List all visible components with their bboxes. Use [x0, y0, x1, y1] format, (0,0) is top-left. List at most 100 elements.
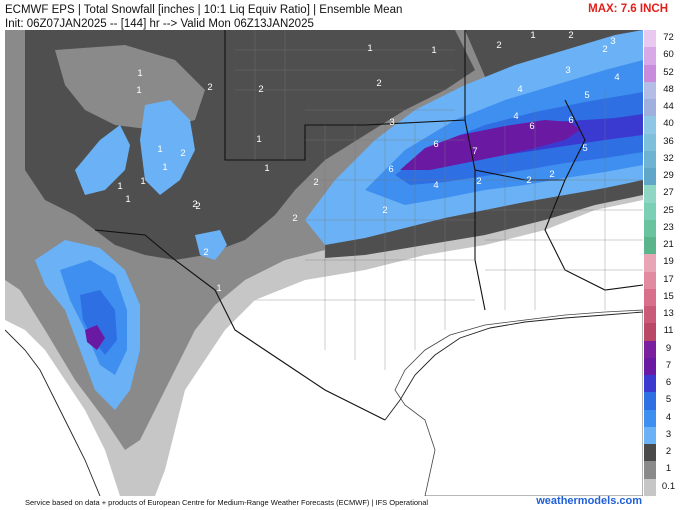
colorbar-swatch — [644, 116, 656, 134]
map-value: 4 — [517, 84, 522, 95]
colorbar-swatch — [644, 168, 656, 186]
colorbar-swatch — [644, 271, 656, 289]
map-value: 1 — [530, 30, 535, 41]
colorbar-label: 1 — [665, 463, 672, 475]
map-value: 1 — [216, 283, 221, 294]
max-snowfall-label: MAX: 7.6 INCH — [588, 3, 668, 15]
county-lines — [235, 30, 643, 370]
map-value: 6 — [433, 139, 438, 150]
colorbar-swatch — [644, 219, 656, 238]
map-value: 1 — [431, 45, 436, 56]
colorbar-swatch — [644, 64, 656, 82]
colorbar-level: 48 — [644, 81, 680, 100]
colorbar-level: 52 — [644, 64, 680, 82]
value-labels: 1 2 1 1 2 1 2 1 1 2 2 3 2 4 3 4 5 6 6 6 … — [117, 30, 619, 294]
map-value: 2 — [476, 176, 481, 187]
map-value: 4 — [513, 111, 518, 122]
colorbar-label: 60 — [663, 49, 674, 61]
colorbar-swatch — [644, 306, 656, 324]
colorbar-level: 23 — [644, 219, 680, 238]
colorbar-swatch — [644, 323, 656, 341]
map-value: 2 — [568, 30, 573, 41]
colorbar-level: 9 — [644, 340, 680, 358]
colorbar-level: 25 — [644, 202, 680, 220]
colorbar-label: 0.1 — [661, 480, 676, 492]
map-value: 2 — [382, 205, 387, 216]
colorbar-swatch — [644, 444, 656, 462]
colorbar-level: 21 — [644, 237, 680, 255]
colorbar-level: 44 — [644, 99, 680, 117]
map-value: 1 — [256, 134, 261, 145]
map-value: 2 — [496, 40, 501, 51]
colorbar-label: 48 — [663, 83, 674, 95]
map-value: 4 — [614, 72, 619, 83]
snowfall-colorbar: 72 60 52 48 44 40 36 32 29 27 25 23 21 19 17 15 13 11 9 7 6 5… — [644, 30, 680, 496]
snow-patch-nm-2 — [140, 100, 195, 195]
colorbar-label: 19 — [663, 256, 674, 268]
colorbar-swatch — [644, 237, 656, 255]
colorbar-swatch — [644, 150, 656, 169]
map-value: 2 — [376, 78, 381, 89]
colorbar-level: 3 — [644, 426, 680, 445]
map-value: 5 — [582, 143, 587, 154]
colorbar-label: 23 — [663, 221, 674, 233]
snow-patch-mx-5in — [80, 290, 117, 355]
colorbar-swatch — [644, 254, 656, 272]
map-value: 4 — [433, 180, 438, 191]
map-value: 1 — [367, 43, 372, 54]
colorbar-label: 3 — [665, 428, 672, 440]
map-value: 3 — [565, 65, 570, 76]
colorbar-level: 13 — [644, 306, 680, 324]
credit-link[interactable]: weathermodels.com — [536, 495, 642, 507]
map-value: 2 — [313, 177, 318, 188]
map-value: 2 — [195, 201, 200, 212]
colorbar-level: 1 — [644, 461, 680, 479]
map-value: 2 — [549, 169, 554, 180]
colorbar-label: 15 — [663, 290, 674, 302]
attribution-footer: Service based on data + products of Euro… — [25, 498, 429, 507]
map-value: 1 — [125, 194, 130, 205]
colorbar-level: 17 — [644, 271, 680, 289]
colorbar-level: 2 — [644, 444, 680, 462]
colorbar-level: 5 — [644, 392, 680, 410]
colorbar-level: 4 — [644, 409, 680, 427]
colorbar-label: 9 — [665, 342, 672, 354]
colorbar-swatch — [644, 357, 656, 376]
colorbar-level: 15 — [644, 288, 680, 307]
colorbar-label: 4 — [665, 411, 672, 423]
map-value: 2 — [258, 84, 263, 95]
map-value: 2 — [192, 199, 197, 210]
map-value: 1 — [137, 68, 142, 79]
colorbar-level: 11 — [644, 323, 680, 341]
colorbar-label: 11 — [663, 325, 674, 337]
colorbar-level: 36 — [644, 133, 680, 151]
colorbar-level: 60 — [644, 47, 680, 65]
map-value: 3 — [389, 117, 394, 128]
colorbar-label: 44 — [663, 101, 674, 113]
colorbar-label: 7 — [665, 359, 672, 371]
colorbar-label: 40 — [663, 118, 674, 130]
snow-patch-nm-1 — [75, 125, 130, 195]
colorbar-level: 27 — [644, 185, 680, 203]
mexico-border — [94, 229, 386, 421]
colorbar-label: 25 — [663, 204, 674, 216]
colorbar-swatch — [644, 99, 656, 117]
colorbar-swatch — [644, 426, 656, 445]
map-value: 2 — [207, 82, 212, 93]
colorbar-level: 6 — [644, 375, 680, 393]
colorbar-label: 5 — [665, 394, 672, 406]
colorbar-swatch — [644, 409, 656, 427]
colorbar-level: 72 — [644, 30, 680, 48]
colorbar-swatch — [644, 461, 656, 479]
colorbar-swatch — [644, 288, 656, 307]
init-valid-time: Init: 06Z07JAN2025 -- [144] hr --> Valid… — [5, 18, 314, 30]
map-value: 1 — [117, 181, 122, 192]
map-value: 2 — [180, 148, 185, 159]
map-value: 2 — [526, 175, 531, 186]
map-value: 6 — [388, 164, 393, 175]
colorbar-label: 27 — [663, 187, 674, 199]
colorbar-level: 32 — [644, 150, 680, 169]
colorbar-level: 19 — [644, 254, 680, 272]
colorbar-level: 40 — [644, 116, 680, 134]
map-value: 1 — [162, 162, 167, 173]
